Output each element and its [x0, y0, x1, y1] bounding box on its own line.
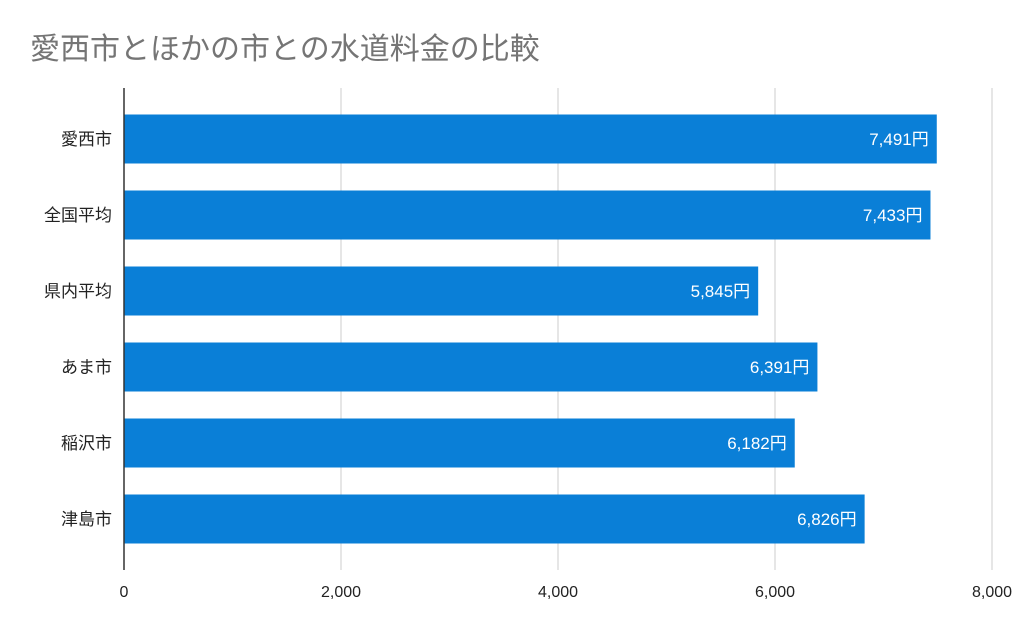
data-label: 6,391円	[750, 358, 810, 377]
bar	[124, 494, 865, 544]
bar	[124, 342, 818, 392]
category-label: 県内平均	[44, 282, 112, 302]
x-tick-label: 4,000	[538, 584, 578, 601]
x-tick-label: 8,000	[972, 584, 1012, 601]
bar	[124, 266, 759, 316]
category-label: 愛西市	[61, 130, 112, 150]
x-tick-label: 2,000	[321, 584, 361, 601]
category-label: 津島市	[61, 510, 112, 530]
bar	[124, 114, 937, 164]
x-tick-label: 0	[120, 584, 129, 601]
x-tick-label: 6,000	[755, 584, 795, 601]
data-label: 5,845円	[691, 282, 751, 301]
data-label: 6,182円	[727, 434, 787, 453]
data-label: 6,826円	[797, 510, 857, 529]
data-label: 7,433円	[863, 206, 923, 225]
bar	[124, 190, 931, 240]
bar	[124, 418, 795, 468]
category-label: 稲沢市	[61, 434, 112, 454]
category-label: あま市	[61, 358, 112, 378]
category-label: 全国平均	[44, 206, 112, 226]
chart-title: 愛西市とほかの市との水道料金の比較	[30, 32, 540, 67]
data-label: 7,491円	[869, 130, 929, 149]
